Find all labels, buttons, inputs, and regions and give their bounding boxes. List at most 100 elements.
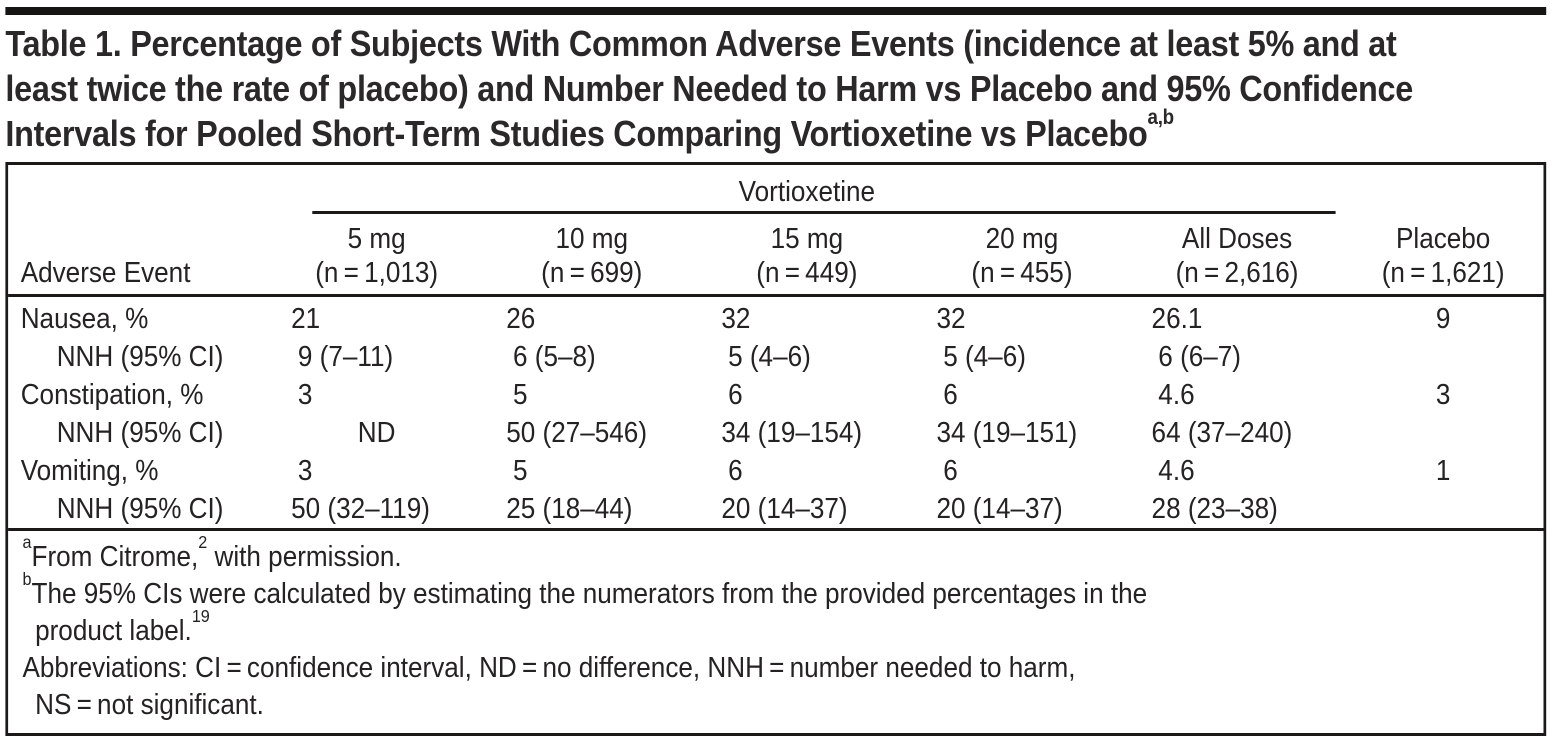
data-cell: 28 (23–38) — [1130, 490, 1345, 528]
group-header-vortioxetine: Vortioxetine — [269, 177, 1345, 214]
data-cell: 3 — [269, 452, 484, 490]
column-n-label: (n = 1,621) — [1381, 257, 1505, 289]
footnote-text: Abbreviations: CI = confidence interval,… — [22, 652, 1076, 684]
data-cell: 6 — [699, 452, 914, 490]
data-cell: ND — [269, 414, 484, 452]
data-cell: 5 — [484, 452, 699, 490]
data-cell: 6 — [699, 376, 914, 414]
data-cell: 3 — [1435, 379, 1451, 411]
cell-value: 26.1 — [1151, 303, 1203, 335]
table-container: Vortioxetine Adverse Event 5 mg (n = 1,01… — [5, 162, 1547, 736]
cell-value: 34 (19–151) — [936, 417, 1078, 449]
cell-value: 4.6 — [1158, 379, 1195, 411]
title-line: Intervals for Pooled Short-Term Studies … — [5, 107, 1551, 156]
cell-value: 6 — [728, 455, 743, 487]
data-cell: 6 (6–7) — [1130, 338, 1345, 376]
column-n-label: (n = 449) — [756, 257, 858, 289]
row-label: NNH (95% CI) — [56, 341, 224, 373]
column-dose-label: All Doses — [1181, 223, 1293, 255]
title-line-text: Intervals for Pooled Short-Term Studies … — [5, 113, 1148, 154]
cell-value: 5 (4–6) — [728, 341, 811, 373]
table-footnotes: aFrom Citrome,2 with permission. bThe 95… — [8, 531, 1543, 733]
cell-value: 5 — [513, 379, 528, 411]
column-n-label: (n = 1,013) — [315, 257, 439, 289]
column-n-label: (n = 2,616) — [1175, 257, 1299, 289]
footnote-text: with permission. — [207, 541, 402, 573]
cell-value: 25 (18–44) — [506, 493, 633, 525]
data-cell: 6 — [914, 452, 1129, 490]
table-header: Vortioxetine Adverse Event 5 mg (n = 1,01… — [8, 165, 1544, 297]
data-cell: 9 (7–11) — [269, 338, 484, 376]
journal-table-page: Table 1. Percentage of Subjects With Com… — [0, 7, 1552, 736]
data-cell: 3 — [269, 376, 484, 414]
data-cell: 64 (37–240) — [1130, 414, 1345, 452]
data-cell: 20 (14–37) — [699, 490, 914, 528]
title-line: least twice the rate of placebo) and Num… — [5, 68, 1414, 109]
footnote-marker: b — [22, 568, 32, 589]
cell-value: 3 — [297, 379, 313, 411]
cell-value: 50 (27–546) — [506, 417, 648, 449]
cell-value: 32 — [936, 303, 966, 335]
column-header-5-mg: 5 mg (n = 1,013) — [269, 222, 484, 290]
data-cell: 20 (14–37) — [914, 490, 1129, 528]
data-cell: 9 — [1435, 303, 1451, 335]
footnote-text: From Citrome, — [31, 541, 199, 573]
column-dose-label: 15 mg — [770, 223, 844, 255]
data-cell: 50 (32–119) — [269, 490, 484, 528]
row-label: NNH (95% CI) — [56, 417, 224, 449]
cell-value: 5 (4–6) — [943, 341, 1026, 373]
row-label: NNH (95% CI) — [56, 493, 224, 525]
data-cell: 34 (19–154) — [699, 414, 914, 452]
data-cell: 5 (4–6) — [699, 338, 914, 376]
group-header-row: Vortioxetine — [8, 177, 1543, 214]
column-n-label: (n = 699) — [541, 257, 643, 289]
column-header-10-mg: 10 mg (n = 699) — [484, 222, 699, 290]
group-header-rule — [312, 211, 1336, 214]
data-cell: 21 — [269, 300, 484, 338]
column-n-label: (n = 455) — [971, 257, 1073, 289]
title-line: Table 1. Percentage of Subjects With Com… — [5, 23, 1397, 64]
data-cell: 32 — [914, 300, 1129, 338]
table-row: NNH (95% CI) 9 (7–11) 6 (5–8) 5 (4–6) 5 (4–6… — [8, 338, 1543, 376]
data-cell: 25 (18–44) — [484, 490, 699, 528]
column-header-placebo: Placebo (n = 1,621) — [1345, 222, 1542, 290]
footnote-abbreviations: Abbreviations: CI = confidence interval,… — [23, 650, 1535, 687]
cell-value: 6 (5–8) — [513, 341, 596, 373]
cell-value: 21 — [291, 303, 321, 335]
citation-superscript: 19 — [191, 605, 210, 626]
top-rule — [5, 7, 1547, 15]
data-cell: 50 (27–546) — [484, 414, 699, 452]
table-title: Table 1. Percentage of Subjects With Com… — [5, 21, 1551, 156]
cell-value: 64 (37–240) — [1151, 417, 1293, 449]
column-header-15-mg: 15 mg (n = 449) — [699, 222, 914, 290]
column-dose-label: 5 mg — [347, 223, 406, 255]
table-row: Vomiting, % 3 5 6 6 4.6 1 — [8, 452, 1543, 490]
stub-header: Adverse Event — [20, 257, 191, 289]
table-row: Constipation, % 3 5 6 6 4.6 3 — [8, 376, 1543, 414]
data-cell: 1 — [1435, 455, 1451, 487]
footnote-text: NS = not significant. — [35, 689, 264, 721]
footnote-b-continued: product label.19 — [23, 607, 1535, 650]
data-cell: 5 — [484, 376, 699, 414]
cell-value: 50 (32–119) — [291, 493, 430, 525]
footnote-text: product label. — [35, 615, 192, 647]
column-dose-label: 20 mg — [985, 223, 1059, 255]
data-cell: 6 (5–8) — [484, 338, 699, 376]
table-row: NNH (95% CI) 50 (32–119) 25 (18–44) 20 (14–… — [8, 490, 1543, 528]
cell-value: 28 (23–38) — [1151, 493, 1278, 525]
cell-value: 20 (14–37) — [721, 493, 848, 525]
footnote-abbreviations-continued: NS = not significant. — [23, 687, 1535, 724]
cell-value: 6 — [943, 455, 958, 487]
footnote-a: aFrom Citrome,2 with permission. — [23, 533, 1535, 576]
data-cell: 32 — [699, 300, 914, 338]
citation-superscript: 2 — [198, 531, 208, 552]
cell-value: 4.6 — [1158, 455, 1195, 487]
cell-value: 6 — [728, 379, 743, 411]
cell-value: 34 (19–154) — [721, 417, 863, 449]
cell-value: 3 — [297, 455, 313, 487]
data-cell: 26 — [484, 300, 699, 338]
cell-value: ND — [357, 417, 396, 449]
table-body: Nausea, % 21 26 32 32 26.1 9 NNH (95% CI) 9 (7–1… — [8, 297, 1544, 531]
row-label: Nausea, % — [20, 303, 149, 335]
cell-value: 20 (14–37) — [936, 493, 1063, 525]
